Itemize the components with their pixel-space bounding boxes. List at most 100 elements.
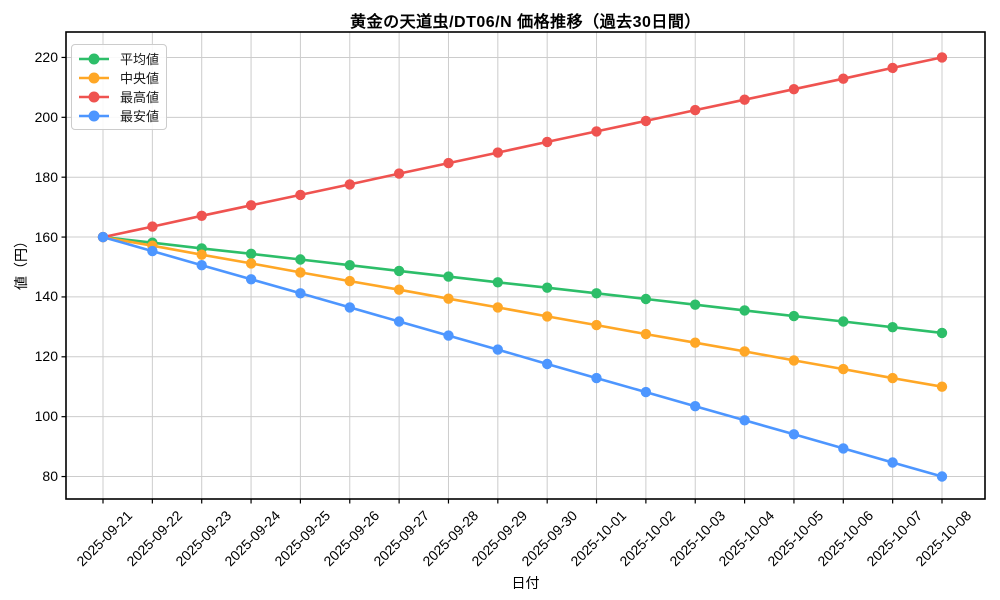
legend-label-highest: 最高値: [120, 90, 160, 105]
marker-highest: [295, 189, 306, 201]
y-tick-label: 200: [34, 108, 58, 125]
legend-label-lowest: 最安値: [120, 109, 160, 124]
marker-median: [640, 328, 652, 340]
marker-median: [788, 355, 800, 366]
legend-marker-lowest: [79, 110, 109, 121]
marker-lowest: [838, 443, 849, 454]
marker-highest: [344, 179, 355, 190]
marker-average: [344, 260, 355, 271]
marker-highest: [640, 115, 652, 127]
marker-lowest: [97, 231, 109, 243]
series-line-median: [101, 235, 944, 388]
marker-average: [887, 322, 898, 333]
marker-highest: [443, 157, 454, 169]
marker-lowest: [393, 316, 405, 327]
marker-highest: [196, 210, 207, 221]
y-axis-label: 値（円）: [13, 234, 29, 290]
marker-lowest: [295, 288, 306, 299]
marker-average: [640, 293, 652, 305]
y-tick-label: 80: [42, 468, 58, 485]
y-tick-label: 120: [34, 348, 58, 365]
marker-highest: [147, 221, 158, 232]
legend-item-highest: 最高値: [78, 87, 159, 106]
marker-average: [690, 299, 701, 310]
legend-marker-median: [79, 72, 109, 83]
y-tick-label: 100: [34, 408, 58, 425]
marker-median: [492, 302, 503, 313]
marker-median: [245, 258, 257, 269]
marker-average: [443, 271, 454, 282]
y-tick-label: 220: [34, 48, 58, 65]
legend: 平均値中央値最高値最安値: [71, 44, 168, 130]
tick-marks: [61, 56, 943, 504]
marker-lowest: [245, 274, 257, 285]
marker-average: [739, 305, 750, 316]
marker-highest: [788, 84, 800, 95]
series-line-highest: [101, 56, 944, 239]
legend-label-average: 平均値: [120, 52, 160, 67]
legend-marker-average: [79, 53, 109, 64]
marker-median: [739, 346, 750, 357]
marker-lowest: [542, 358, 553, 370]
marker-highest: [591, 126, 602, 137]
y-tick-label: 140: [34, 288, 58, 305]
marker-median: [393, 284, 405, 295]
marker-average: [295, 254, 306, 265]
marker-lowest: [492, 344, 503, 355]
marker-lowest: [196, 260, 207, 271]
marker-highest: [838, 73, 849, 84]
marker-highest: [542, 136, 553, 148]
marker-median: [690, 337, 701, 348]
marker-lowest: [739, 415, 750, 426]
legend-item-lowest: 最安値: [78, 106, 159, 125]
marker-median: [196, 249, 207, 260]
marker-median: [542, 311, 553, 322]
marker-highest: [887, 62, 898, 74]
plot-border: [65, 31, 986, 500]
series-lowest: [97, 231, 948, 482]
marker-lowest: [690, 401, 701, 412]
marker-average: [591, 288, 602, 299]
series-line-average: [101, 235, 944, 335]
marker-highest: [245, 200, 257, 211]
marker-median: [838, 363, 849, 375]
marker-highest: [739, 94, 750, 105]
marker-lowest: [443, 330, 454, 341]
legend-marker-highest: [79, 91, 109, 102]
marker-average: [838, 316, 849, 327]
marker-highest: [492, 147, 503, 158]
marker-highest: [393, 168, 405, 179]
legend-item-median: 中央値: [78, 68, 159, 87]
x-axis-label: 日付: [511, 575, 540, 591]
marker-lowest: [591, 372, 602, 384]
marker-lowest: [936, 471, 948, 482]
marker-average: [393, 265, 405, 277]
marker-median: [443, 293, 454, 304]
series-line-lowest: [101, 235, 944, 478]
marker-median: [344, 275, 355, 287]
marker-highest: [690, 104, 701, 116]
series-median: [97, 231, 948, 392]
marker-average: [245, 248, 257, 259]
marker-lowest: [344, 302, 355, 313]
y-tick-label: 160: [34, 228, 58, 245]
marker-median: [887, 372, 898, 384]
marker-average: [542, 282, 553, 293]
marker-median: [591, 319, 602, 331]
marker-lowest: [887, 457, 898, 468]
legend-item-average: 平均値: [78, 49, 159, 68]
marker-lowest: [640, 386, 652, 398]
series-average: [97, 231, 948, 339]
marker-average: [788, 310, 800, 322]
marker-lowest: [788, 429, 800, 440]
marker-lowest: [147, 245, 158, 257]
marker-highest: [936, 52, 948, 63]
marker-median: [295, 267, 306, 278]
marker-average: [492, 277, 503, 288]
chart-title: 黄金の天道虫/DT06/N 価格推移（過去30日間）: [350, 14, 701, 31]
legend-label-median: 中央値: [120, 71, 160, 86]
marker-average: [936, 327, 948, 339]
marker-median: [936, 381, 948, 392]
